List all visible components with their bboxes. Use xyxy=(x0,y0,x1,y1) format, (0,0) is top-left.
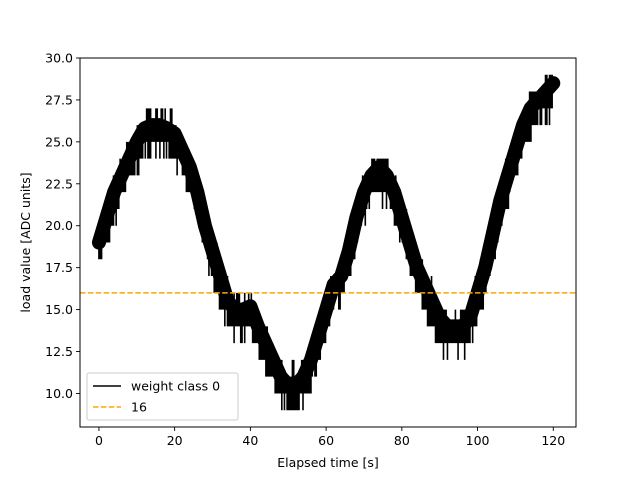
series-layer xyxy=(80,74,576,411)
y-axis-label: load value [ADC units] xyxy=(18,172,33,312)
y-tick-label: 12.5 xyxy=(45,344,73,359)
x-tick-label: 40 xyxy=(242,433,258,448)
plot-frame xyxy=(79,57,577,428)
y-tick-label: 30.0 xyxy=(45,51,73,66)
y-tick-label: 15.0 xyxy=(45,302,73,317)
y-tick-label: 20.0 xyxy=(45,218,73,233)
legend-label-weight-class-0: weight class 0 xyxy=(131,379,220,394)
x-tick-label: 20 xyxy=(167,433,183,448)
y-tick-label: 22.5 xyxy=(45,176,73,191)
x-tick-label: 100 xyxy=(466,433,490,448)
y-tick-label: 17.5 xyxy=(45,260,73,275)
x-tick-label: 80 xyxy=(394,433,410,448)
x-axis-label: Elapsed time [s] xyxy=(277,455,379,470)
ticks-layer: 0 20 40 60 80 100 120 10.0 12.5 15.0 17.5 20.0 22.5 2… xyxy=(45,51,565,449)
x-tick-label: 0 xyxy=(95,433,103,448)
y-tick-label: 10.0 xyxy=(45,386,73,401)
x-tick-label: 60 xyxy=(318,433,334,448)
legend: weight class 0 16 xyxy=(86,372,239,421)
legend-box xyxy=(86,372,239,421)
legend-label-16: 16 xyxy=(131,400,147,415)
x-tick-label: 120 xyxy=(541,433,565,448)
y-tick-label: 25.0 xyxy=(45,134,73,149)
y-tick-label: 27.5 xyxy=(45,92,73,107)
